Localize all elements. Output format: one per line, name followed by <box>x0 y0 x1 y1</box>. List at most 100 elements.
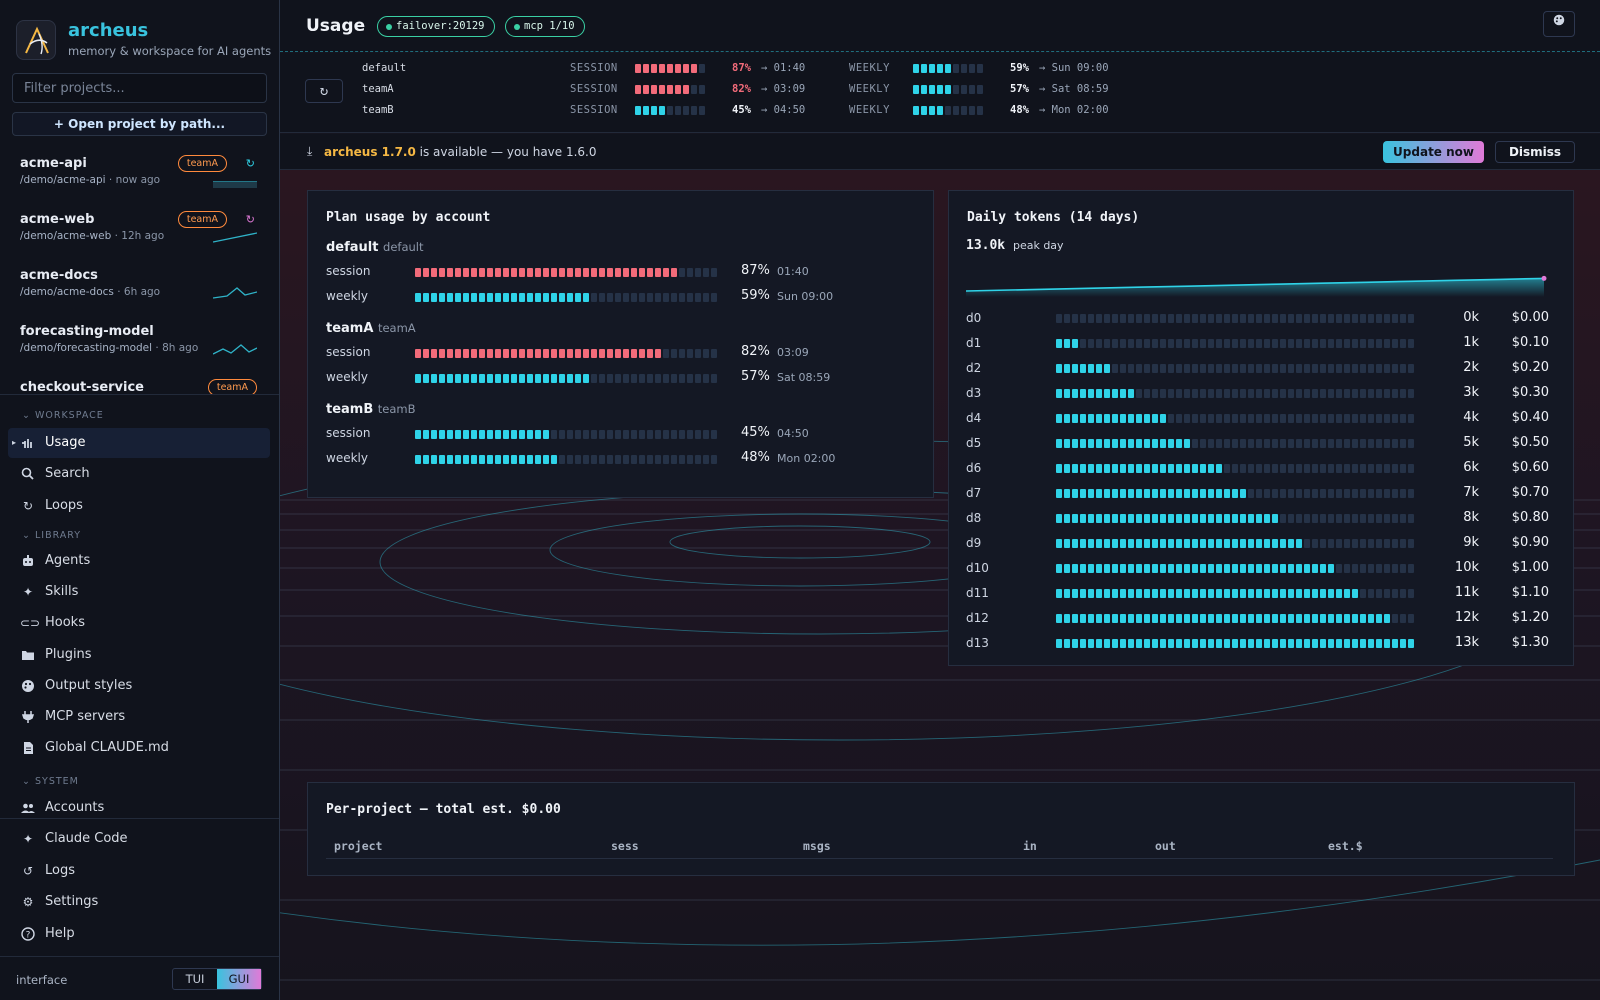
column-header[interactable]: project <box>334 839 383 853</box>
bar-segment-filled <box>1224 614 1230 623</box>
nav-help[interactable]: ? Help <box>8 919 270 949</box>
section-label: LIBRARY <box>34 530 82 541</box>
quota-segment-filled <box>913 85 919 94</box>
bar-segment-filled <box>1368 614 1374 623</box>
quota-segment-filled <box>643 85 649 94</box>
filter-projects-input[interactable] <box>12 73 267 103</box>
nav-label: Logs <box>45 863 75 878</box>
usage-segment-filled <box>447 293 453 302</box>
refresh-icon[interactable]: ↻ <box>245 157 255 170</box>
bar-segment-empty <box>1312 414 1318 423</box>
usage-segment-filled <box>551 374 557 383</box>
nav-logs[interactable]: ↺ Logs <box>8 856 270 886</box>
project-item[interactable]: acme-api/demo/acme-api · now ago teamA ↻ <box>0 146 279 202</box>
app-tagline: memory & workspace for AI agents <box>68 44 272 58</box>
usage-segment-empty <box>663 293 669 302</box>
bar-segment-empty <box>1320 539 1326 548</box>
project-item[interactable]: acme-web/demo/acme-web · 12h ago teamA ↻ <box>0 202 279 258</box>
bar-segment-empty <box>1256 489 1262 498</box>
bar-segment-filled <box>1176 639 1182 648</box>
bar-segment-filled <box>1312 589 1318 598</box>
bar-segment-filled <box>1080 539 1086 548</box>
interface-option-gui[interactable]: GUI <box>217 969 261 989</box>
nav-loops[interactable]: ↻ Loops <box>8 491 270 521</box>
column-header[interactable]: sess <box>611 839 639 853</box>
quota-segment-filled <box>937 85 943 94</box>
update-now-button[interactable]: Update now <box>1383 141 1484 163</box>
nav-plugins[interactable]: Plugins <box>8 640 270 670</box>
weekly-label: weekly <box>326 451 368 465</box>
weekly-quota-bar <box>913 106 987 115</box>
cost-label: $0.30 <box>1511 385 1549 400</box>
bar-segment-filled <box>1056 639 1062 648</box>
bar-segment-filled <box>1392 639 1398 648</box>
nav-settings[interactable]: ⚙ Settings <box>8 887 270 917</box>
bar-segment-empty <box>1208 389 1214 398</box>
usage-segment-filled <box>567 268 573 277</box>
usage-segment-filled <box>559 374 565 383</box>
usage-segment-filled <box>423 349 429 358</box>
bar-segment-empty <box>1376 489 1382 498</box>
project-item[interactable]: checkout-service teamA <box>0 370 279 394</box>
usage-segment-empty <box>679 430 685 439</box>
bar-segment-empty <box>1320 489 1326 498</box>
nav-usage[interactable]: ▸ Usage <box>8 428 270 458</box>
nav-skills[interactable]: ✦ Skills <box>8 577 270 607</box>
usage-segment-filled <box>487 268 493 277</box>
nav-output-styles[interactable]: Output styles <box>8 671 270 701</box>
usage-segment-filled <box>527 430 533 439</box>
interface-option-tui[interactable]: TUI <box>185 972 205 986</box>
usage-segment-empty <box>559 430 565 439</box>
nav-accounts[interactable]: Accounts <box>8 793 270 823</box>
usage-segment-filled <box>591 268 597 277</box>
account-heading: teamA teamA <box>326 321 416 336</box>
theme-palette-button[interactable] <box>1543 11 1575 37</box>
category-label: d8 <box>966 511 982 525</box>
nav-mcp-servers[interactable]: MCP servers <box>8 702 270 732</box>
bar-segment-filled <box>1064 439 1070 448</box>
bar-segment-empty <box>1328 414 1334 423</box>
bar-segment-filled <box>1072 389 1078 398</box>
bar-segment-filled <box>1208 614 1214 623</box>
bar-segment-filled <box>1112 614 1118 623</box>
dismiss-button[interactable]: Dismiss <box>1495 141 1575 163</box>
bar-segment-filled <box>1200 564 1206 573</box>
bar-segment-empty <box>1368 414 1374 423</box>
bar-segment-filled <box>1128 514 1134 523</box>
nav-search[interactable]: Search <box>8 459 270 489</box>
nav-label: MCP servers <box>45 709 126 724</box>
bar-segment-filled <box>1184 614 1190 623</box>
bar-segment-filled <box>1136 639 1142 648</box>
project-item[interactable]: acme-docs/demo/acme-docs · 6h ago <box>0 258 279 314</box>
column-header[interactable]: out <box>1155 839 1176 853</box>
refresh-quota-button[interactable]: ↻ <box>305 79 343 103</box>
project-last-active: · 12h ago <box>114 230 165 242</box>
bar-segment-empty <box>1400 314 1406 323</box>
nav-global-claude-md[interactable]: Global CLAUDE.md <box>8 733 270 763</box>
column-header[interactable]: in <box>1023 839 1037 853</box>
bar-segment-filled <box>1320 564 1326 573</box>
bar-segment-filled <box>1232 614 1238 623</box>
column-header[interactable]: est.$ <box>1328 839 1363 853</box>
open-project-button[interactable]: + Open project by path... <box>12 112 267 136</box>
project-name: forecasting-model <box>20 324 154 339</box>
nav-hooks[interactable]: ⊂⊃ Hooks <box>8 608 270 638</box>
bar-segment-empty <box>1312 439 1318 448</box>
bar-segment-filled <box>1264 589 1270 598</box>
usage-segment-empty <box>615 455 621 464</box>
bar-segment-empty <box>1120 339 1126 348</box>
project-item[interactable]: forecasting-model/demo/forecasting-model… <box>0 314 279 370</box>
bar-segment-empty <box>1360 339 1366 348</box>
nav-label: Plugins <box>45 647 92 662</box>
activity-sparkline <box>213 344 257 355</box>
nav-claude-code[interactable]: ✦ Claude Code <box>8 824 270 854</box>
bar-segment-empty <box>1288 464 1294 473</box>
bar-segment-filled <box>1200 489 1206 498</box>
bar-segment-empty <box>1336 514 1342 523</box>
chart-bar <box>1056 564 1416 573</box>
usage-segment-filled <box>503 293 509 302</box>
refresh-icon[interactable]: ↻ <box>245 213 255 226</box>
column-header[interactable]: msgs <box>803 839 831 853</box>
usage-segment-empty <box>671 430 677 439</box>
nav-agents[interactable]: Agents <box>8 546 270 576</box>
